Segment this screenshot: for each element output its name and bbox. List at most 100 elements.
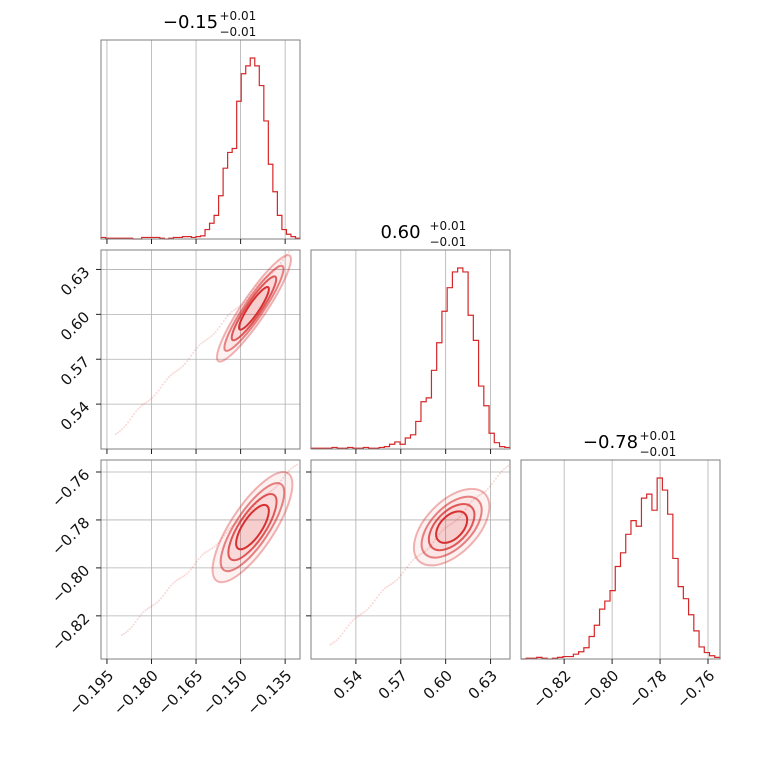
scatter-point (230, 310, 233, 313)
scatter-point (216, 328, 219, 331)
x-tick-label: 0.57 (375, 667, 411, 703)
scatter-point (193, 563, 196, 566)
scatter-point (142, 611, 145, 614)
scatter-point (122, 632, 125, 635)
scatter-point (165, 378, 168, 381)
scatter-point (349, 621, 352, 624)
scatter-point (442, 528, 445, 531)
scatter-point (137, 407, 140, 410)
scatter-point (361, 612, 364, 615)
histogram-step-0 (100, 57, 301, 240)
scatter-point (373, 599, 376, 602)
scatter-point (170, 584, 173, 587)
scatter-point (335, 639, 338, 642)
density-contour (412, 487, 491, 567)
panel-title-0: −0.15 (163, 12, 218, 33)
scatter-point (434, 538, 437, 541)
panel-frame (520, 459, 721, 660)
scatter-point (133, 412, 136, 415)
scatter-point (197, 558, 200, 561)
scatter-point (341, 632, 344, 635)
title-minus-error: −0.01 (220, 25, 257, 39)
scatter-point (151, 396, 154, 399)
scatter-point (402, 571, 405, 574)
scatter-point (272, 488, 275, 491)
scatter-point (480, 492, 483, 495)
scatter-point (128, 628, 131, 631)
x-tick-label: 0.54 (330, 667, 366, 703)
scatter-point (166, 589, 169, 592)
scatter-point (207, 549, 210, 552)
scatter-point (229, 527, 232, 530)
scatter-point (363, 610, 366, 613)
title-minus-error: −0.01 (640, 445, 677, 459)
scatter-point (147, 399, 150, 402)
scatter-point (381, 589, 384, 592)
scatter-point (206, 338, 209, 341)
scatter-point (292, 247, 294, 249)
scatter-point (410, 561, 413, 564)
scatter-point (294, 464, 297, 467)
scatter-point (296, 244, 298, 246)
density-contour (215, 254, 292, 363)
x-tick-label: −0.82 (529, 667, 574, 712)
density-contour (211, 471, 294, 584)
y-tick-label: −0.82 (48, 609, 93, 654)
scatter-point (189, 568, 192, 571)
scatter-point (198, 344, 201, 347)
scatter-point (118, 430, 121, 433)
x-tick-label: −0.150 (199, 667, 251, 719)
x-tick-label: −0.78 (625, 667, 670, 712)
scatter-point (239, 304, 242, 307)
scatter-point (182, 364, 185, 367)
scatter-point (188, 357, 191, 360)
scatter-point (424, 550, 427, 553)
scatter-point (331, 642, 334, 645)
y-tick-label: 0.54 (57, 398, 93, 434)
scatter-point (355, 616, 358, 619)
scatter-point (282, 476, 285, 479)
scatter-point (169, 374, 172, 377)
scatter-point (156, 601, 159, 604)
scatter-point (226, 314, 229, 317)
scatter-point (153, 394, 156, 397)
scatter-point (377, 593, 380, 596)
scatter-point (225, 531, 228, 534)
scatter-point (138, 615, 141, 618)
scatter-point (145, 401, 148, 404)
scatter-point (168, 586, 171, 589)
scatter-point (359, 613, 362, 616)
scatter-point (286, 471, 289, 474)
scatter-point (144, 609, 147, 612)
scatter-point (496, 474, 499, 477)
hist-panel-2: −0.78 +0.01 −0.01 (520, 429, 721, 664)
scatter-point (375, 596, 378, 599)
scatter-point (333, 640, 336, 643)
scatter-point (191, 565, 194, 568)
scatter-point (438, 533, 441, 536)
scatter-point (190, 354, 193, 357)
x-tick-label: −0.195 (65, 667, 117, 719)
scatter-point (171, 582, 174, 585)
scatter-point (367, 606, 370, 609)
scatter-point (246, 513, 249, 516)
scatter-point (418, 554, 421, 557)
scatter-point (241, 303, 244, 306)
scatter-point (329, 643, 332, 646)
scatter-point (148, 606, 151, 609)
scatter-point (500, 470, 503, 473)
scatter-point (389, 583, 392, 586)
scatter-point (186, 360, 189, 363)
scatter-point (482, 491, 485, 494)
scatter-point (195, 560, 198, 563)
scatter-point (276, 484, 279, 487)
title-plus-error: +0.01 (640, 429, 677, 443)
scatter-point (116, 431, 119, 434)
scatter-point (294, 246, 296, 248)
scatter-content (329, 463, 510, 646)
scatter-point (175, 579, 178, 582)
scatter-point (130, 625, 133, 628)
scatter-point (369, 604, 372, 607)
scatter-point (125, 423, 128, 426)
scatter-point (492, 480, 495, 483)
